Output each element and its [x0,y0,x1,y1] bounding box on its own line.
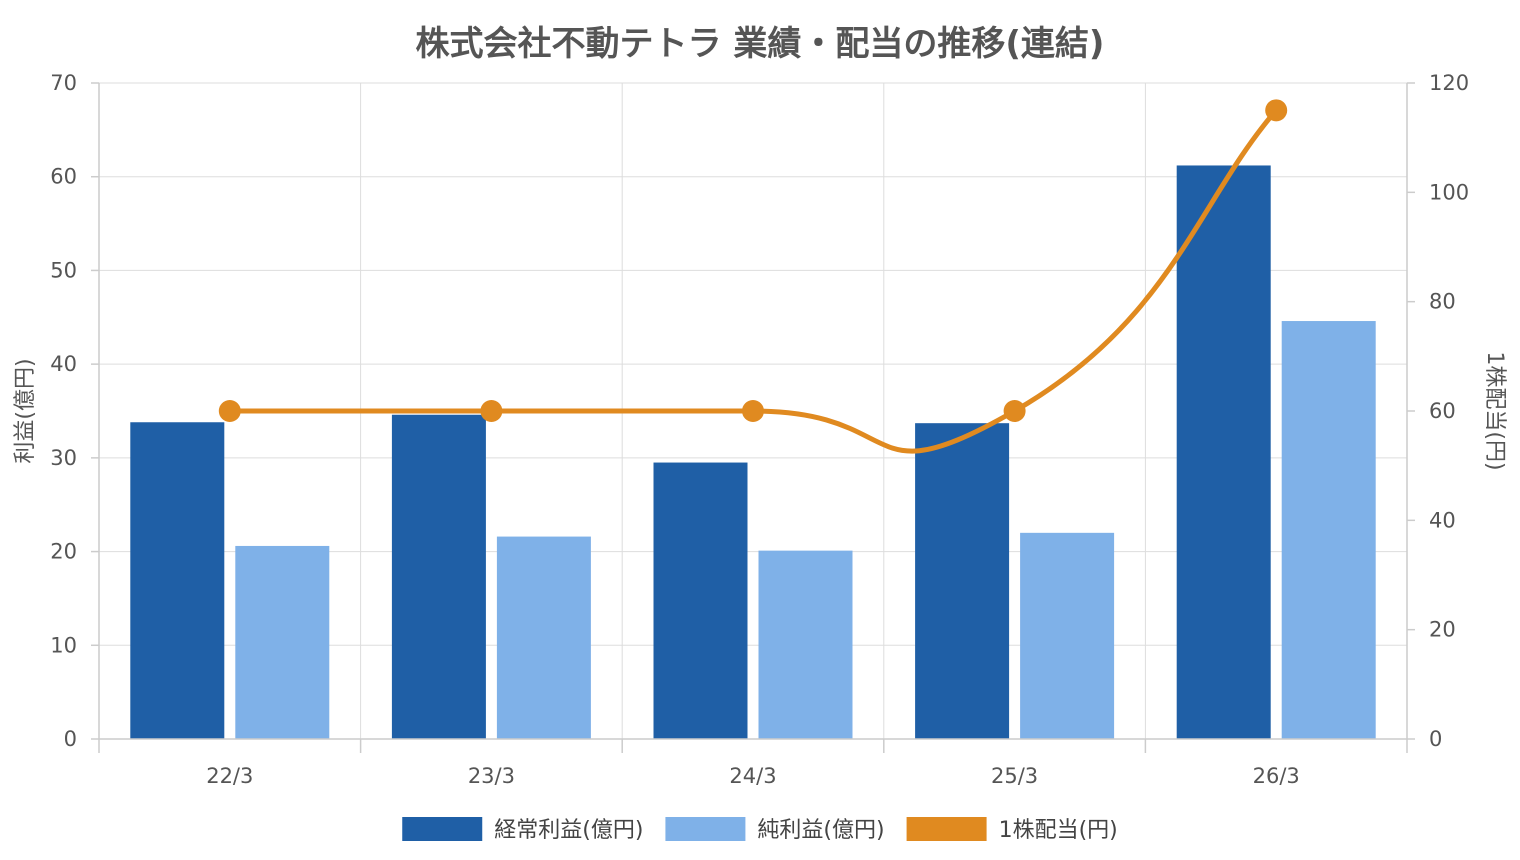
left-tick-label: 0 [64,727,77,751]
legend-swatch [665,817,746,841]
legend-label: 経常利益(億円) [494,818,643,843]
dividend-point [218,400,241,422]
right-tick-label: 0 [1429,727,1442,751]
bar [391,414,486,739]
dividend-line-layer [218,99,1288,454]
x-tick-label: 23/3 [468,764,515,788]
bar [915,423,1010,739]
right-tick-label: 60 [1429,399,1456,423]
left-tick-label: 40 [50,352,77,376]
left-tick-label: 70 [50,71,77,95]
chart-title: 株式会社不動テトラ 業績・配当の推移(連結) [416,24,1105,64]
bar [758,550,853,739]
dividend-point [742,400,764,422]
right-tick-label: 120 [1429,71,1469,95]
left-tick-label: 50 [50,258,77,282]
bar [496,536,591,739]
right-tick-label: 20 [1429,618,1456,642]
bar [235,545,330,739]
x-tick-label: 26/3 [1253,764,1300,788]
dividend-point [480,400,503,422]
left-tick-label: 30 [50,446,77,470]
dividend-line [229,108,1279,454]
x-tick-label: 24/3 [729,764,776,788]
bar [1020,532,1115,739]
bar [1281,321,1376,739]
right-axis-label: 1株配当(円) [1482,351,1507,470]
bars [130,165,1376,739]
dividend-point [1265,99,1288,122]
right-tick-label: 80 [1429,290,1456,314]
bar [130,422,225,739]
left-axis-label: 利益(億円) [13,358,38,463]
left-tick-label: 10 [50,633,77,657]
legend-swatch [402,817,483,841]
right-tick-label: 40 [1429,508,1456,532]
left-tick-label: 60 [50,165,77,189]
dividend-point [1003,400,1026,422]
x-tick-label: 25/3 [991,764,1038,788]
legend-swatch [906,817,987,841]
legend: 経常利益(億円) 純利益(億円) 1株配当(円) [402,817,1118,843]
legend-label: 純利益(億円) [757,818,884,843]
x-tick-label: 22/3 [206,764,253,788]
right-tick-label: 100 [1429,180,1469,204]
legend-label: 1株配当(円) [999,818,1118,843]
bar [1176,165,1271,739]
left-tick-label: 20 [50,540,77,564]
bar [653,462,748,739]
axes: 0 10 20 30 40 50 60 70 0 20 40 60 80 100 120 22/3 23/3 24… [50,71,1469,788]
